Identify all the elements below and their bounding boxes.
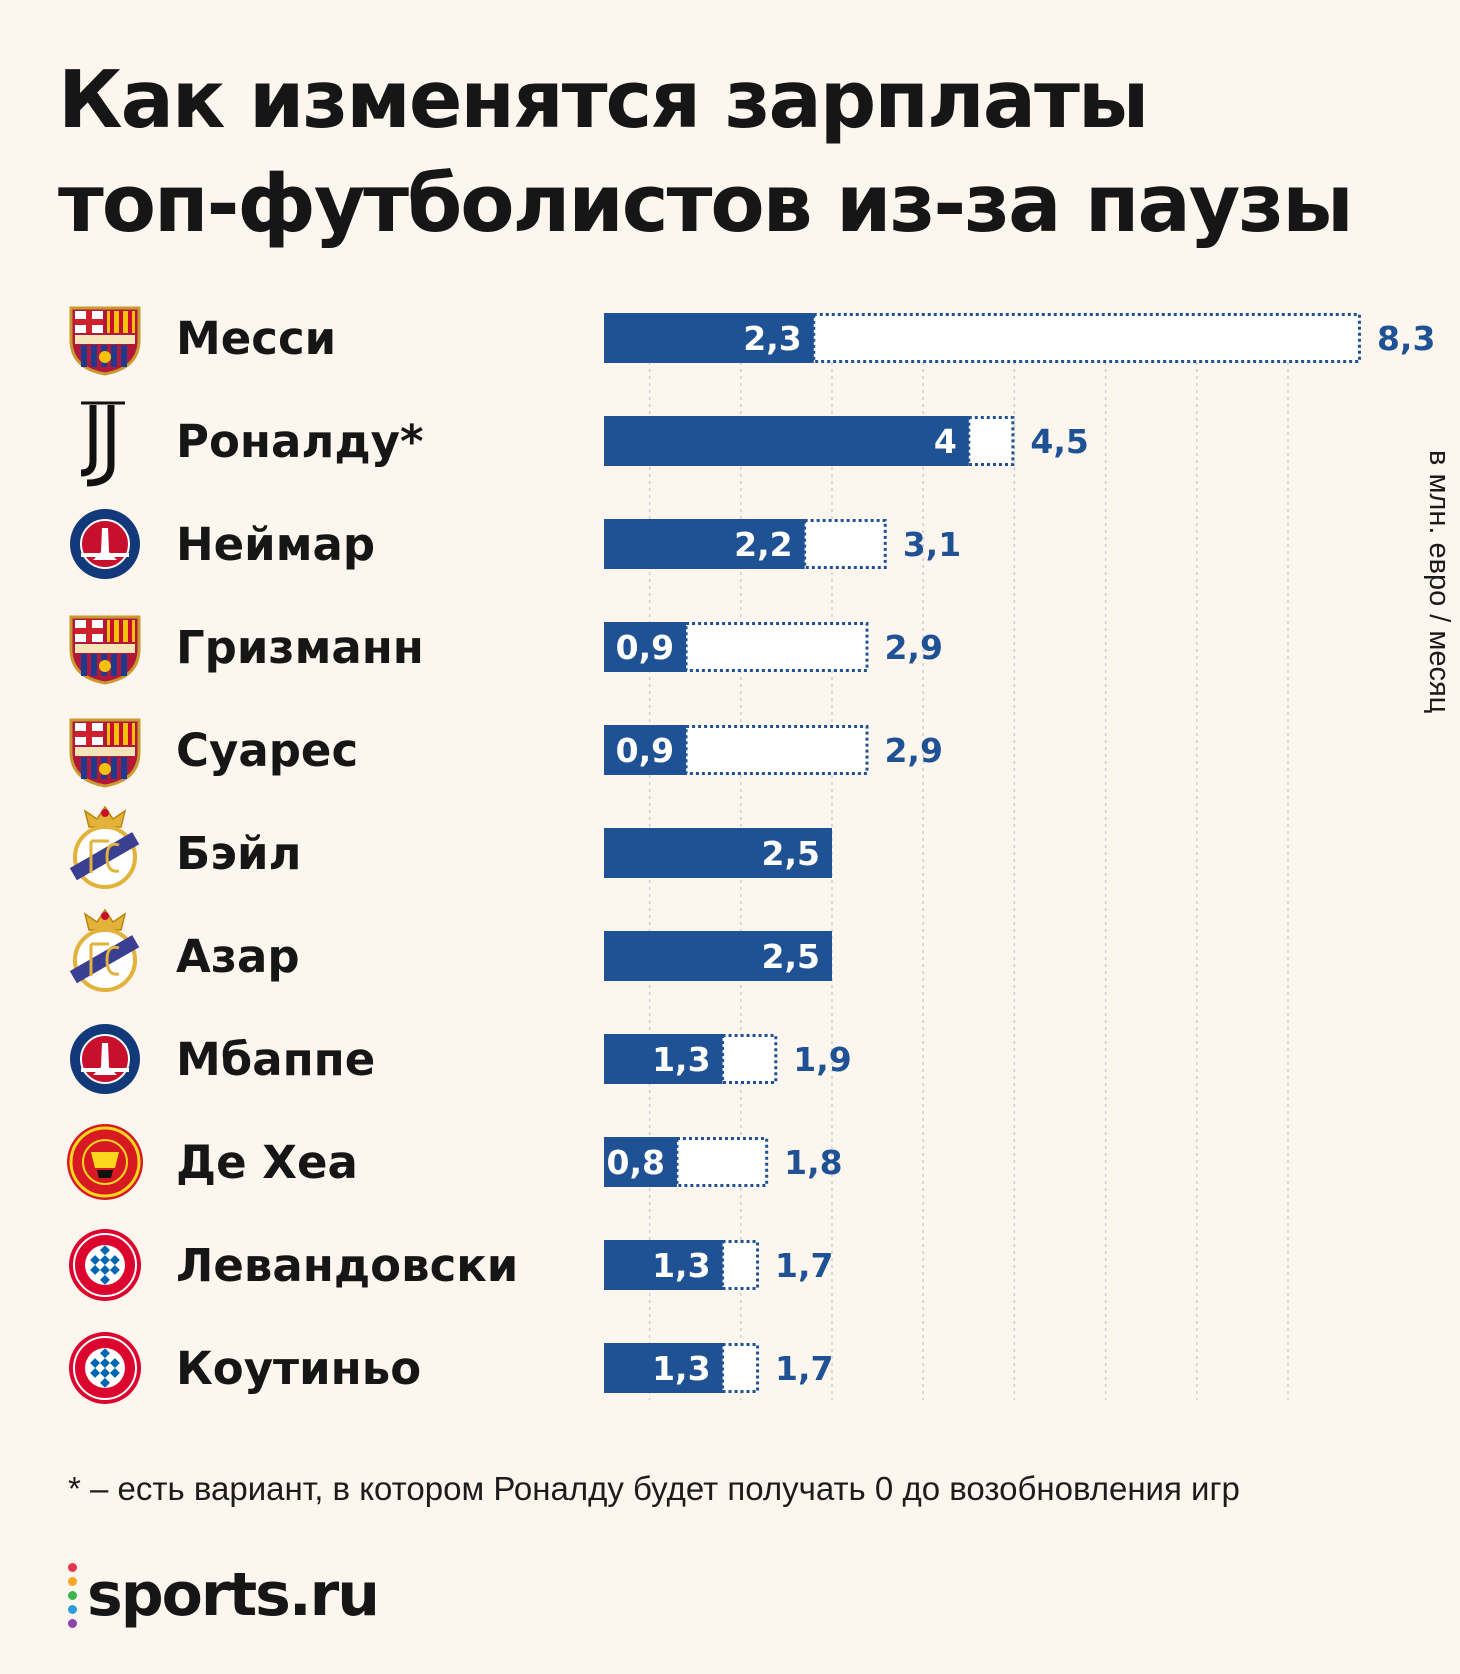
category-label: Бэйл xyxy=(176,827,301,880)
bar-new-salary xyxy=(604,931,832,981)
barcelona-crest-icon xyxy=(69,718,141,788)
bar-previous-salary xyxy=(721,1034,778,1084)
bar-previous-salary xyxy=(684,725,869,775)
data-label-new: 1,3 xyxy=(652,1349,710,1388)
psg-crest-icon xyxy=(70,1024,140,1094)
category-label: Месси xyxy=(176,312,336,365)
chart-title: Как изменятся зарплаты топ-футболистов и… xyxy=(58,48,1418,256)
data-label-previous: 1,8 xyxy=(784,1143,842,1182)
data-label-previous: 4,5 xyxy=(1030,422,1088,461)
barcelona-crest-icon xyxy=(69,306,141,376)
bar-previous-salary xyxy=(721,1343,760,1393)
bar-new-salary xyxy=(604,313,814,363)
chart-row: Гризманн 0,9 2,9 xyxy=(69,615,943,685)
category-label: Де Хеа xyxy=(176,1136,358,1189)
chart-row: Роналду* 4 4,5 xyxy=(80,401,1089,487)
brand-logo[interactable]: sports.ru xyxy=(68,1555,380,1635)
category-label: Роналду* xyxy=(176,415,424,468)
brand-dot xyxy=(68,1576,77,1586)
category-label: Суарес xyxy=(176,724,358,777)
chart-row: Де Хеа 0,8 1,8 xyxy=(67,1124,843,1200)
data-label-new: 2,5 xyxy=(762,937,820,976)
data-label-previous: 1,9 xyxy=(793,1040,851,1079)
bar-previous-salary xyxy=(684,622,869,672)
bar-previous-salary xyxy=(675,1137,769,1187)
bar-new-salary xyxy=(604,1343,723,1393)
data-label-new: 2,2 xyxy=(734,525,792,564)
data-label-previous: 1,7 xyxy=(775,1349,833,1388)
chart-row: Суарес 0,9 2,9 xyxy=(69,718,943,788)
data-label-previous: 8,3 xyxy=(1377,319,1435,358)
category-label: Неймар xyxy=(176,518,375,571)
category-label: Гризманн xyxy=(176,621,424,674)
manchester-united-crest-icon xyxy=(67,1124,143,1200)
unit-label: в млн. евро / месяц xyxy=(1423,450,1455,714)
category-label: Азар xyxy=(176,930,300,983)
bar-previous-salary xyxy=(967,416,1015,466)
data-label-new: 4 xyxy=(934,422,957,461)
bar-previous-salary xyxy=(721,1240,760,1290)
category-label: Левандовски xyxy=(176,1239,518,1292)
chart-row: Левандовски 1,3 1,7 xyxy=(69,1229,834,1301)
bar-new-salary xyxy=(604,725,687,775)
chart-row: Бэйл 2,5 xyxy=(69,805,832,889)
bar-new-salary xyxy=(604,828,832,878)
chart-title-line-1: Как изменятся зарплаты xyxy=(58,54,1149,146)
brand-dot xyxy=(68,1618,77,1628)
data-label-previous: 2,9 xyxy=(884,628,942,667)
data-label-new: 0,9 xyxy=(616,731,674,770)
bayern-crest-icon xyxy=(69,1332,141,1404)
chart-row: Неймар 2,2 3,1 xyxy=(70,509,961,579)
category-label: Коутиньо xyxy=(176,1342,421,1395)
brand-dot xyxy=(68,1590,77,1600)
data-label-previous: 2,9 xyxy=(884,731,942,770)
chart-title-line-2: топ-футболистов из-за паузы xyxy=(58,158,1354,250)
data-label-new: 2,5 xyxy=(762,834,820,873)
data-label-new: 0,9 xyxy=(616,628,674,667)
grid-lines xyxy=(648,362,1289,1400)
bar-new-salary xyxy=(604,1034,723,1084)
bar-new-salary xyxy=(604,1240,723,1290)
bar-previous-salary xyxy=(812,313,1361,363)
brand-dot xyxy=(68,1604,77,1614)
brand-dots-icon xyxy=(68,1562,77,1628)
barcelona-crest-icon xyxy=(69,615,141,685)
category-label: Мбаппе xyxy=(176,1033,375,1086)
data-label-previous: 3,1 xyxy=(903,525,961,564)
data-label-new: 1,3 xyxy=(652,1040,710,1079)
data-label-new: 0,8 xyxy=(606,1143,664,1182)
chart-row: Месси 2,3 8,3 xyxy=(69,306,1435,376)
brand-name: sports.ru xyxy=(87,1560,380,1630)
data-label-previous: 1,7 xyxy=(775,1246,833,1285)
bar-previous-salary xyxy=(803,519,887,569)
juventus-crest-icon xyxy=(80,401,125,487)
data-label-new: 2,3 xyxy=(743,319,801,358)
footnote: * – есть вариант, в котором Роналду буде… xyxy=(68,1470,1240,1507)
bayern-crest-icon xyxy=(69,1229,141,1301)
real-madrid-crest-icon xyxy=(69,805,140,889)
bar-new-salary xyxy=(604,1137,677,1187)
bar-new-salary xyxy=(604,519,805,569)
brand-dot xyxy=(68,1562,77,1572)
chart-row: Мбаппе 1,3 1,9 xyxy=(70,1024,852,1094)
chart-row: Азар 2,5 xyxy=(69,908,832,992)
data-label-new: 1,3 xyxy=(652,1246,710,1285)
chart-row: Коутиньо 1,3 1,7 xyxy=(69,1332,834,1404)
bar-new-salary xyxy=(604,622,687,672)
psg-crest-icon xyxy=(70,509,140,579)
bar-new-salary xyxy=(604,416,969,466)
real-madrid-crest-icon xyxy=(69,908,140,992)
